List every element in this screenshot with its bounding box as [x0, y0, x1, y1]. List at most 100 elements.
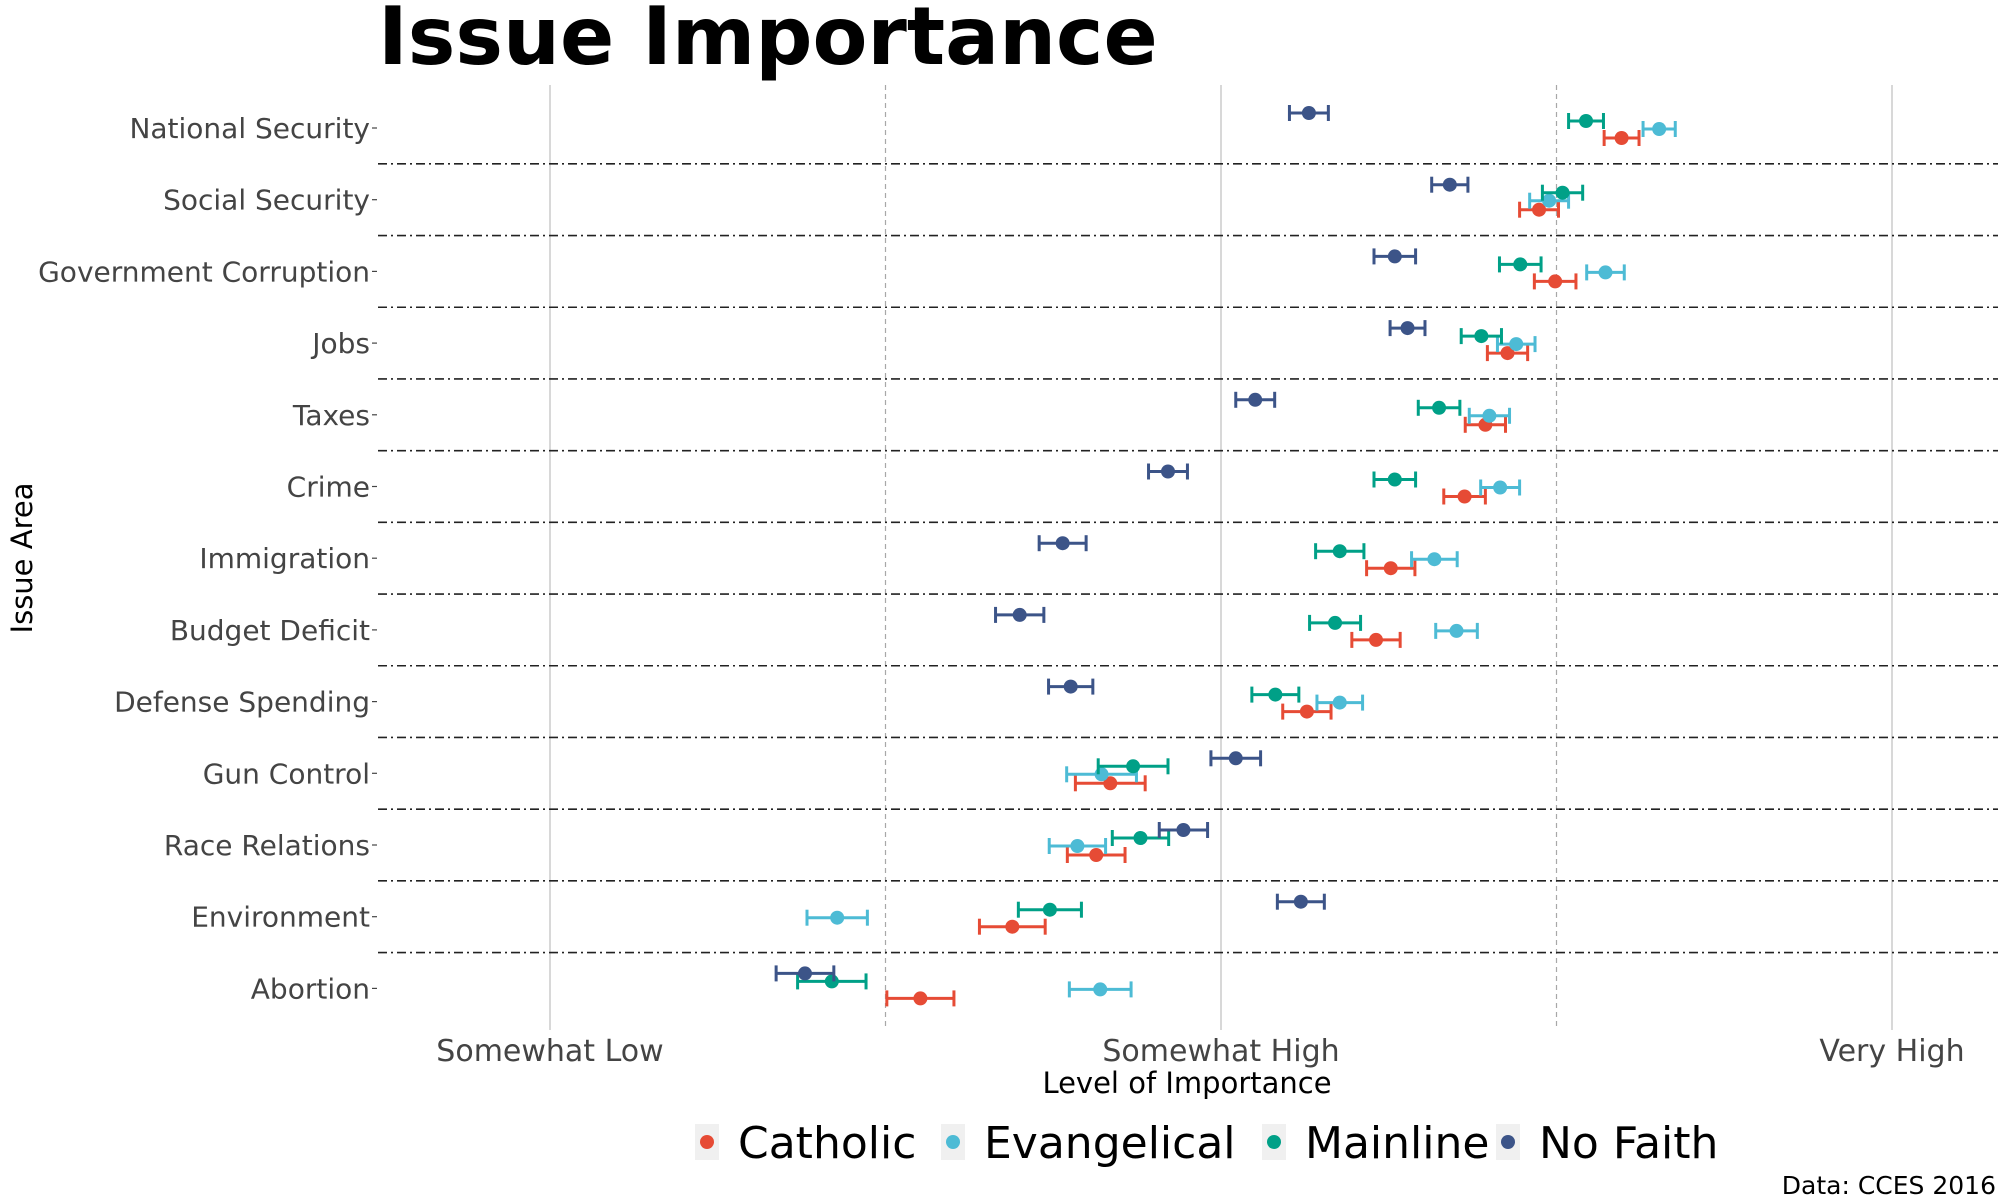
legend-item: No Faith — [1496, 1118, 1718, 1169]
errorbar-point — [1287, 105, 1330, 121]
category-label: Race Relations — [164, 829, 370, 862]
data-point — [1012, 607, 1027, 622]
x-tick-label: Very High — [1819, 1034, 1964, 1069]
data-marks — [774, 105, 1677, 1007]
data-point — [1055, 536, 1070, 551]
data-point — [1070, 839, 1085, 853]
x-tick-label: Somewhat High — [1102, 1034, 1339, 1069]
category-label: Immigration — [199, 542, 370, 575]
errorbar-point — [1467, 407, 1512, 424]
errorbar-point — [1567, 113, 1605, 129]
errorbar-point — [1388, 320, 1427, 337]
legend-item: Catholic — [695, 1118, 916, 1169]
errorbar-point — [1540, 184, 1585, 201]
category-label: Abortion — [251, 972, 370, 1005]
errorbar-point — [1281, 703, 1333, 720]
errorbar-point — [1073, 775, 1147, 792]
data-point — [1042, 902, 1057, 917]
data-point — [1500, 346, 1515, 361]
data-point — [1474, 329, 1489, 344]
category-label: Jobs — [310, 327, 370, 360]
errorbar-point — [1314, 543, 1366, 560]
data-caption: Data: CCES 2016 — [1782, 1171, 1996, 1200]
errorbar-point — [1315, 694, 1365, 711]
legend-swatch — [700, 1135, 714, 1149]
legend-label: Evangelical — [984, 1118, 1236, 1169]
errorbar-point — [774, 965, 836, 982]
x-axis-labels: Somewhat Low Somewhat High Very High — [436, 1034, 1964, 1069]
errorbar-point — [1372, 471, 1418, 488]
errorbar-point — [1495, 336, 1537, 353]
category-label: Budget Deficit — [170, 614, 370, 647]
category-label: National Security — [129, 112, 370, 145]
data-point — [1268, 687, 1283, 702]
errorbar-point — [1585, 264, 1626, 281]
errorbar-point — [1602, 130, 1641, 146]
x-tick-label: Somewhat Low — [436, 1034, 663, 1069]
data-point — [1532, 202, 1547, 217]
errorbar-point — [1037, 535, 1088, 552]
errorbar-point — [1518, 201, 1561, 218]
data-point — [1089, 848, 1104, 862]
data-point — [1493, 480, 1508, 495]
data-point — [1160, 464, 1175, 479]
data-point — [1555, 185, 1570, 200]
category-label: Gun Control — [203, 757, 370, 790]
y-axis-title: Issue Area — [5, 483, 39, 634]
errorbar-point — [1372, 248, 1418, 265]
data-point — [1548, 274, 1563, 289]
chart-title: Issue Importance — [378, 0, 1158, 83]
data-point — [1248, 392, 1263, 407]
errorbar-point — [1147, 463, 1189, 480]
legend: Catholic Evangelical Mainline No Faith — [695, 1118, 1718, 1169]
data-point — [1328, 615, 1343, 630]
data-point — [913, 991, 928, 1006]
data-point — [1126, 759, 1141, 774]
data-point — [797, 966, 812, 981]
legend-label: Catholic — [738, 1118, 916, 1169]
errorbar-point — [1067, 981, 1133, 998]
data-point — [1332, 695, 1347, 710]
data-point — [1093, 982, 1108, 997]
errorbar-point — [1434, 622, 1479, 639]
data-point — [1176, 823, 1191, 837]
legend-item: Evangelical — [941, 1118, 1236, 1169]
legend-label: No Faith — [1539, 1118, 1718, 1169]
category-label: Taxes — [292, 399, 370, 432]
data-point — [1427, 552, 1442, 567]
data-point — [1400, 321, 1415, 336]
errorbar-point — [994, 606, 1046, 623]
errorbar-point — [1485, 345, 1530, 362]
data-point — [1579, 114, 1594, 128]
errorbar-point — [1096, 758, 1170, 775]
data-point — [1228, 751, 1243, 766]
errorbar-point — [1442, 488, 1487, 505]
errorbar-point — [805, 909, 869, 926]
row-separators — [378, 163, 1998, 954]
legend-swatch — [1267, 1135, 1281, 1149]
data-point — [1387, 249, 1402, 264]
data-point — [1387, 472, 1402, 487]
errorbar-point — [1641, 121, 1677, 137]
data-point — [1133, 831, 1148, 845]
data-point — [1383, 561, 1398, 576]
errorbar-point — [1532, 273, 1578, 290]
errorbar-point — [1430, 176, 1470, 193]
data-point — [1449, 623, 1464, 638]
errorbar-point — [1479, 479, 1522, 496]
data-point — [1482, 408, 1497, 423]
data-point — [1369, 632, 1384, 647]
data-point — [1299, 704, 1314, 719]
data-point — [1598, 265, 1613, 280]
errorbar-point — [1528, 192, 1571, 209]
legend-label: Mainline — [1305, 1118, 1489, 1169]
data-point — [1614, 131, 1629, 145]
data-point — [1542, 193, 1557, 208]
data-point — [1005, 919, 1020, 934]
errorbar-point — [1350, 631, 1402, 648]
category-label: Defense Spending — [114, 686, 370, 719]
data-point — [1063, 679, 1078, 694]
grid-lines — [549, 85, 1893, 1030]
legend-swatch — [946, 1135, 960, 1149]
